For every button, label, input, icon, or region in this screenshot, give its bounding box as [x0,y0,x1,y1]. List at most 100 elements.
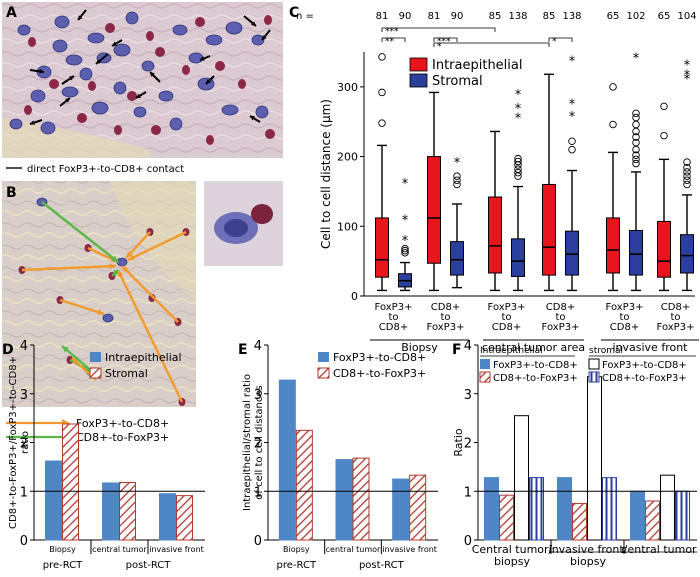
outlier [514,157,522,166]
extreme-outlier: * [402,213,409,228]
cd8-cell [172,24,188,36]
n-value: 85 [489,11,502,22]
category-label: invasive front/ [549,543,628,556]
pair-label: FoxP3+ [606,302,644,313]
y-tick-label: 200 [337,151,358,164]
extreme-outlier: * [684,68,691,83]
outlier [378,119,386,127]
inset-foxp3-cell [251,204,273,224]
extreme-outlier: * [633,52,640,67]
extreme-outlier: * [515,102,522,117]
outlier [401,246,409,255]
y-tick-label: 100 [337,220,358,233]
bar [514,415,529,541]
legend-swatch [318,352,329,362]
legend-green-text: CD8+-to-FoxP3+ [76,431,169,444]
outlier [453,180,461,189]
group-label: Biopsy [401,341,438,354]
contact-arrowhead [150,72,155,77]
green-distance-arrowhead [62,346,69,353]
extreme-outlier: * [684,59,691,74]
legend-label-stromal: Stromal [432,74,483,89]
outlier [632,138,640,147]
significance-stars: *** [437,37,451,47]
n-value: 81 [376,11,389,22]
contact-arrowhead [30,120,35,125]
outlier [683,163,691,172]
orange-distance-arrowhead [128,254,135,261]
pair-label: to [501,312,511,323]
contact-arrowhead [250,116,255,121]
category-label: central tumor [92,545,147,554]
bar [119,481,136,541]
foxp3-cell [155,47,165,57]
outlier [683,158,691,166]
outlier [401,244,409,253]
cd8-cell [54,15,70,29]
bar [45,460,62,541]
significance-stars: ** [385,37,395,47]
foxp3-cell [146,31,154,41]
contact-arrowhead [39,69,44,74]
outlier [609,120,617,129]
extreme-outlier: * [402,234,409,249]
significance-bracket [381,37,406,42]
green-distance-arrowhead [112,269,119,276]
extreme-outlier: * [515,112,522,127]
cd8-cell [113,81,127,95]
contact-arrowhead [65,98,70,103]
outlier [632,151,640,159]
foxp3-cell [148,294,156,302]
legend-label: CD8+-to-FoxP3+ [493,373,578,384]
panel-letter-b: B [6,185,17,201]
legend-group-title: Intraepithelial [480,346,543,356]
y-tick-label: 0 [254,534,262,549]
legend-label: Stromal [105,367,148,380]
bar [557,477,572,541]
pair-label: FoxP3+ [488,302,526,313]
bar [62,423,79,541]
category-label: invasive front [382,545,437,554]
bar [295,429,313,541]
foxp3-cell [215,61,225,71]
contact-arrowhead [206,79,211,84]
legend-group-title: stromal [589,346,623,356]
category-label: invasive front [149,545,204,554]
y-tick-label: 3 [464,388,472,403]
cd8-cell [205,34,223,46]
pair-label: CD8+ [661,302,690,313]
cd8-cell [9,118,23,130]
n-value: 81 [428,11,441,22]
green-distance-arrow [41,201,119,263]
y-tick-label: 2 [254,437,262,452]
cd8-cell [91,101,109,115]
orange-distance-arrow [21,264,117,272]
cell-layer-a [9,11,275,145]
y-tick-label: 0 [20,534,28,549]
inset-cd8-nucleus [224,219,248,237]
outlier [660,102,668,111]
legend-label: FoxP3+-to-CD8+ [602,360,687,371]
box [629,229,643,276]
category-label: Central tumor/ [472,543,553,556]
y-axis-label: Intraepithelial/stromal ratio [242,374,253,511]
stroma-band-a [2,118,150,158]
bar [660,474,675,541]
bar [159,493,176,541]
significance-stars: *** [385,27,399,37]
group-label: invasive front [612,341,688,354]
cd8-cell [116,257,128,267]
bar [409,474,427,541]
outlier [609,83,617,91]
outlier [514,165,522,173]
cd8-cell [221,104,239,116]
pair-label: CD8+ [379,322,408,333]
panel-a: A direct FoxP3+-to-CD8+ contact [2,2,283,175]
pair-label: FoxP3+ [375,302,413,313]
legend-swatch-intraepithelial [409,57,428,72]
box [375,217,389,278]
bar [645,500,660,541]
outlier [632,159,640,168]
bar [176,495,193,541]
